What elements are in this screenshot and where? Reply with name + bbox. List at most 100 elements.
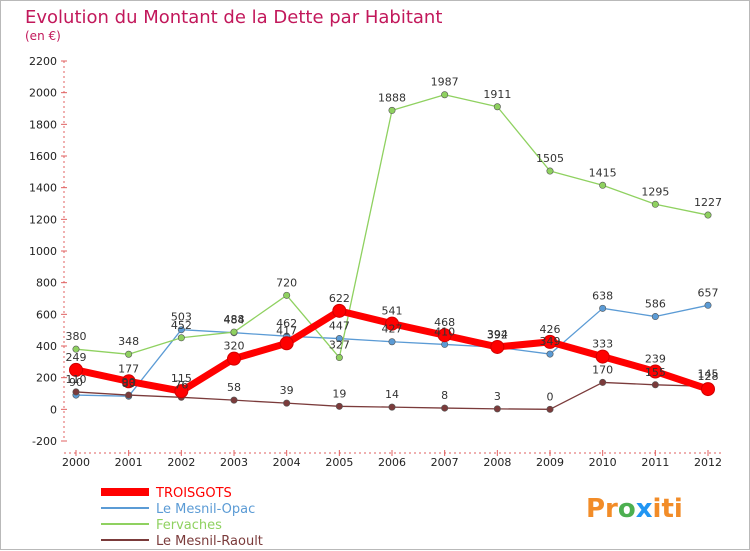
y-tick-label: 800 — [36, 277, 57, 290]
chart-subtitle: (en €) — [25, 29, 61, 43]
data-label-3: 14 — [385, 388, 399, 401]
data-label-2: 1911 — [483, 88, 511, 101]
data-label-1: 349 — [540, 335, 561, 348]
data-label-2: 488 — [224, 313, 245, 326]
x-tick-label: 2007 — [431, 456, 459, 469]
series-point-2 — [651, 200, 659, 208]
series-point-2 — [704, 211, 712, 219]
y-tick-label: 1000 — [29, 245, 57, 258]
data-label-3: 145 — [698, 367, 719, 380]
data-label-0: 541 — [382, 305, 403, 318]
x-tick-label: 2002 — [167, 456, 195, 469]
data-label-0: 333 — [592, 338, 613, 351]
y-tick-label: 200 — [36, 372, 57, 385]
y-tick-label: -200 — [32, 435, 57, 448]
series-point-0 — [543, 334, 557, 349]
y-tick-label: 2200 — [29, 55, 57, 68]
data-label-0: 115 — [171, 372, 192, 385]
series-point-3 — [441, 404, 449, 412]
data-label-0: 622 — [329, 292, 350, 305]
y-tick-label: 600 — [36, 308, 57, 321]
series-point-2 — [283, 291, 291, 299]
series-point-3 — [230, 396, 238, 404]
series-point-1 — [651, 313, 659, 321]
data-label-2: 1888 — [378, 91, 406, 104]
y-tick-label: 1400 — [29, 182, 57, 195]
data-label-0: 177 — [118, 362, 139, 375]
data-label-3: 58 — [227, 381, 241, 394]
series-point-0 — [227, 351, 241, 366]
x-tick-label: 2008 — [483, 456, 511, 469]
data-label-2: 452 — [171, 319, 192, 332]
data-label-3: 90 — [122, 376, 136, 389]
x-tick-label: 2005 — [325, 456, 353, 469]
legend-label-1: Le Mesnil-Opac — [156, 502, 255, 517]
series-point-3 — [599, 378, 607, 386]
chart-title: Evolution du Montant de la Dette par Hab… — [25, 7, 442, 28]
data-label-3: 39 — [280, 384, 294, 397]
series-point-2 — [599, 181, 607, 189]
data-label-1: 447 — [329, 320, 350, 333]
data-label-2: 720 — [276, 276, 297, 289]
series-point-1 — [704, 301, 712, 309]
data-label-3: 170 — [592, 363, 613, 376]
series-point-2 — [125, 350, 133, 358]
data-label-1: 392 — [487, 328, 508, 341]
y-tick-label: 0 — [50, 403, 57, 416]
series-point-1 — [177, 326, 185, 334]
data-label-0: 468 — [434, 316, 455, 329]
y-tick-label: 1800 — [29, 118, 57, 131]
series-point-0 — [332, 303, 347, 318]
series-point-2 — [230, 328, 238, 336]
data-label-3: 19 — [332, 387, 346, 400]
series-point-1 — [388, 338, 396, 346]
x-tick-label: 2004 — [273, 456, 301, 469]
y-tick-label: 1600 — [29, 150, 57, 163]
series-point-3 — [493, 405, 501, 413]
data-label-1: 484 — [224, 314, 245, 327]
x-tick-label: 2001 — [115, 456, 143, 469]
data-labels: 249 177 115 320 417 622 541 468 394 426 333 239 128 9… — [66, 76, 723, 404]
data-label-2: 348 — [118, 335, 139, 348]
data-label-3: 155 — [645, 366, 666, 379]
series-point-3 — [283, 399, 291, 407]
series-point-3 — [546, 405, 554, 413]
data-label-1: 83 — [122, 377, 136, 390]
x-tick-label: 2011 — [641, 456, 669, 469]
data-label-2: 1227 — [694, 196, 722, 209]
data-label-2: 1987 — [431, 76, 459, 89]
svg-text:Proxiti: Proxiti — [586, 494, 683, 524]
data-label-1: 462 — [276, 317, 297, 330]
axes: -200 0 200 400 600 800 1000 1200 1400 1600 1800 200… — [29, 55, 722, 469]
series-point-2 — [546, 167, 554, 175]
series-point-2 — [177, 334, 185, 342]
data-label-3: 76 — [174, 378, 188, 391]
data-label-1: 427 — [382, 323, 403, 336]
series-point-0 — [174, 384, 189, 399]
data-label-0: 249 — [66, 351, 87, 364]
legend-label-0: TROISGOTS — [155, 486, 232, 501]
legend-label-3: Le Mesnil-Raoult — [156, 534, 263, 549]
series-point-0 — [279, 336, 294, 351]
series-point-1 — [599, 304, 607, 312]
series-point-3 — [651, 381, 659, 389]
series-point-1 — [335, 335, 343, 343]
data-label-0: 239 — [645, 352, 666, 365]
series-point-0 — [595, 349, 610, 364]
series-point-3 — [335, 402, 343, 410]
data-label-3: 0 — [547, 390, 554, 403]
data-label-2: 1415 — [589, 166, 617, 179]
data-label-0: 426 — [540, 323, 561, 336]
proxiti-logo: Proxiti — [586, 494, 683, 524]
data-label-2: 1295 — [641, 185, 669, 198]
series-point-0 — [701, 382, 715, 397]
logo-part-2: o — [618, 494, 636, 524]
series-point-2 — [493, 103, 501, 111]
y-tick-label: 400 — [36, 340, 57, 353]
logo-part-1: Pr — [586, 494, 618, 524]
logo-part-3: x — [636, 494, 653, 524]
x-tick-label: 2000 — [62, 456, 90, 469]
series-point-3 — [72, 388, 80, 396]
